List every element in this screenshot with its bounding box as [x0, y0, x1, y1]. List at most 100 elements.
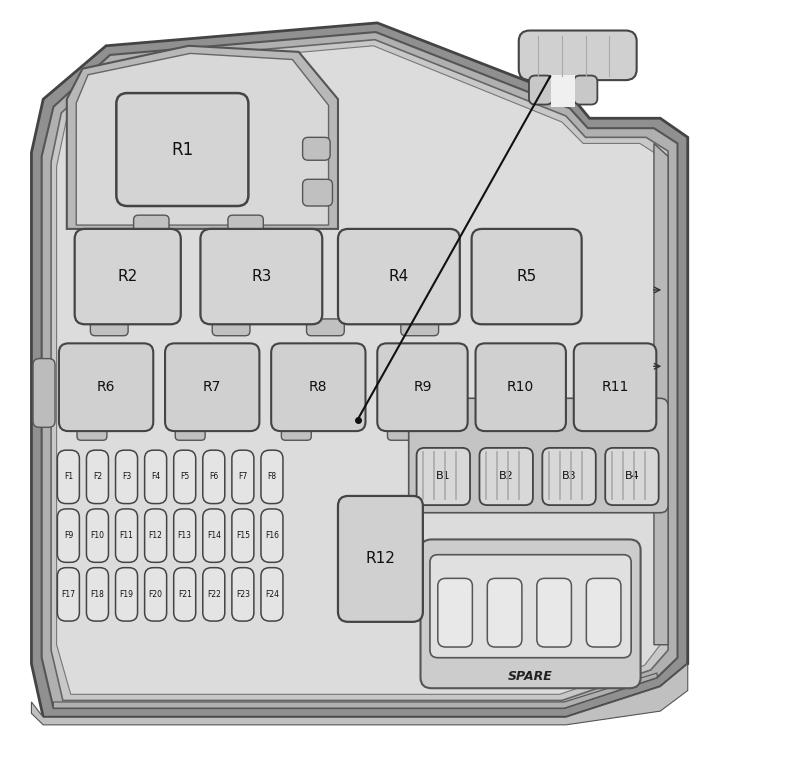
FancyBboxPatch shape — [116, 568, 138, 621]
FancyBboxPatch shape — [116, 450, 138, 504]
Text: F24: F24 — [265, 590, 279, 599]
Text: F3: F3 — [122, 472, 131, 481]
Text: F22: F22 — [207, 590, 221, 599]
FancyBboxPatch shape — [417, 448, 470, 505]
FancyBboxPatch shape — [542, 448, 596, 505]
Polygon shape — [57, 46, 660, 694]
Text: R6: R6 — [97, 380, 116, 394]
FancyBboxPatch shape — [281, 427, 311, 440]
Text: F23: F23 — [236, 590, 250, 599]
FancyBboxPatch shape — [586, 578, 621, 647]
FancyBboxPatch shape — [203, 450, 225, 504]
Polygon shape — [76, 53, 329, 225]
FancyBboxPatch shape — [303, 179, 332, 206]
FancyBboxPatch shape — [487, 578, 522, 647]
Text: F6: F6 — [209, 472, 219, 481]
FancyBboxPatch shape — [486, 427, 516, 440]
FancyBboxPatch shape — [145, 450, 167, 504]
FancyBboxPatch shape — [529, 76, 553, 105]
FancyBboxPatch shape — [438, 578, 472, 647]
FancyBboxPatch shape — [472, 229, 582, 324]
FancyBboxPatch shape — [203, 509, 225, 562]
FancyBboxPatch shape — [57, 568, 79, 621]
Bar — [551, 75, 575, 107]
Polygon shape — [31, 664, 688, 725]
FancyBboxPatch shape — [228, 215, 263, 232]
FancyBboxPatch shape — [519, 31, 637, 80]
FancyBboxPatch shape — [134, 215, 169, 232]
Text: F7: F7 — [238, 472, 248, 481]
Text: SPARE: SPARE — [509, 669, 553, 683]
Text: R10: R10 — [507, 380, 534, 394]
FancyBboxPatch shape — [271, 343, 365, 431]
FancyBboxPatch shape — [59, 343, 153, 431]
FancyBboxPatch shape — [307, 319, 344, 336]
Text: F16: F16 — [265, 531, 279, 540]
FancyBboxPatch shape — [86, 568, 108, 621]
Text: R2: R2 — [118, 269, 138, 284]
Text: F20: F20 — [149, 590, 163, 599]
FancyBboxPatch shape — [574, 76, 597, 105]
FancyBboxPatch shape — [421, 539, 641, 688]
FancyBboxPatch shape — [476, 343, 566, 431]
Polygon shape — [53, 673, 657, 708]
Text: F17: F17 — [61, 590, 75, 599]
Polygon shape — [654, 143, 668, 645]
FancyBboxPatch shape — [203, 568, 225, 621]
FancyBboxPatch shape — [261, 568, 283, 621]
Text: F19: F19 — [119, 590, 134, 599]
FancyBboxPatch shape — [77, 427, 107, 440]
Text: F11: F11 — [119, 531, 134, 540]
FancyBboxPatch shape — [232, 509, 254, 562]
Polygon shape — [31, 23, 688, 717]
FancyBboxPatch shape — [57, 450, 79, 504]
Text: R1: R1 — [171, 140, 193, 159]
FancyBboxPatch shape — [116, 93, 248, 206]
FancyBboxPatch shape — [145, 509, 167, 562]
FancyBboxPatch shape — [33, 359, 55, 427]
FancyBboxPatch shape — [401, 319, 439, 336]
FancyBboxPatch shape — [90, 319, 128, 336]
Text: F2: F2 — [93, 472, 102, 481]
Text: F8: F8 — [267, 472, 277, 481]
FancyBboxPatch shape — [430, 555, 631, 658]
FancyBboxPatch shape — [605, 448, 659, 505]
Text: B2: B2 — [499, 472, 513, 481]
FancyBboxPatch shape — [212, 319, 250, 336]
Text: F18: F18 — [90, 590, 105, 599]
Text: F15: F15 — [236, 531, 250, 540]
Text: F1: F1 — [64, 472, 73, 481]
FancyBboxPatch shape — [75, 229, 181, 324]
Text: R7: R7 — [203, 380, 222, 394]
FancyBboxPatch shape — [537, 578, 571, 647]
FancyBboxPatch shape — [175, 427, 205, 440]
FancyBboxPatch shape — [174, 450, 196, 504]
Text: B4: B4 — [625, 472, 639, 481]
FancyBboxPatch shape — [338, 229, 460, 324]
FancyBboxPatch shape — [116, 509, 138, 562]
Text: B3: B3 — [562, 472, 576, 481]
FancyBboxPatch shape — [165, 343, 259, 431]
Text: F14: F14 — [207, 531, 221, 540]
FancyBboxPatch shape — [174, 568, 196, 621]
Text: R8: R8 — [309, 380, 328, 394]
FancyBboxPatch shape — [338, 496, 423, 622]
Text: F21: F21 — [178, 590, 192, 599]
Text: R4: R4 — [389, 269, 409, 284]
Text: R11: R11 — [601, 380, 629, 394]
FancyBboxPatch shape — [86, 450, 108, 504]
FancyBboxPatch shape — [303, 137, 330, 160]
FancyBboxPatch shape — [261, 509, 283, 562]
Text: F13: F13 — [178, 531, 192, 540]
Text: B1: B1 — [436, 472, 450, 481]
Polygon shape — [42, 32, 678, 708]
FancyBboxPatch shape — [479, 448, 533, 505]
Text: R9: R9 — [413, 380, 432, 394]
FancyBboxPatch shape — [574, 343, 656, 431]
FancyBboxPatch shape — [86, 509, 108, 562]
Polygon shape — [51, 40, 668, 700]
Text: R5: R5 — [516, 269, 537, 284]
FancyBboxPatch shape — [57, 509, 79, 562]
Text: R3: R3 — [252, 269, 271, 284]
FancyBboxPatch shape — [232, 450, 254, 504]
